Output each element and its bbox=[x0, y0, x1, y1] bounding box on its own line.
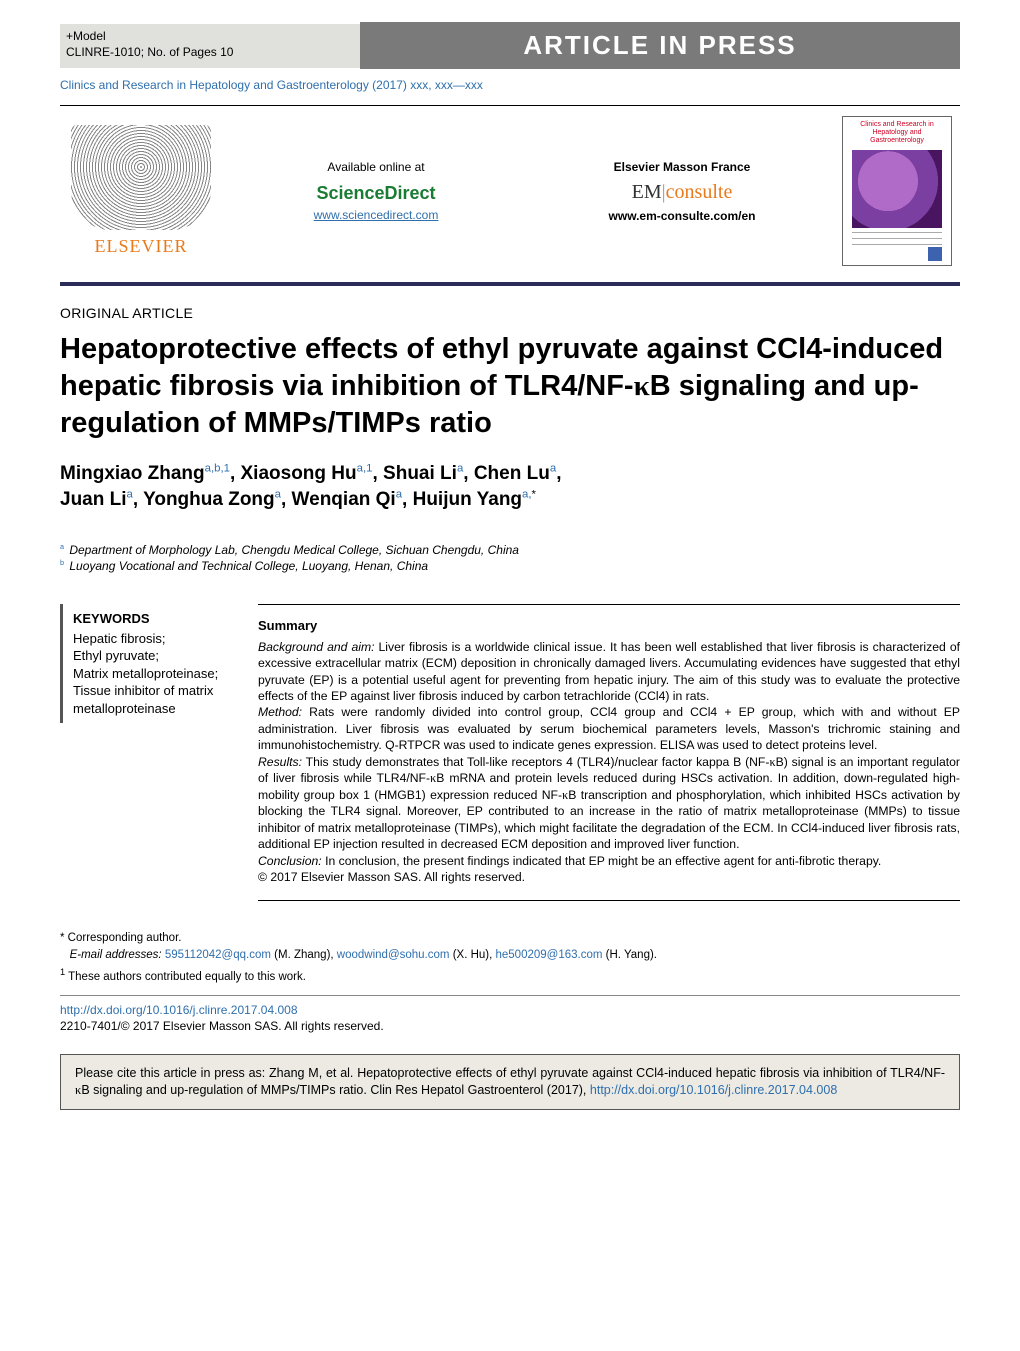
equal-contribution-note: 1 These authors contributed equally to t… bbox=[60, 966, 960, 985]
plus-model-label: +Model bbox=[66, 29, 106, 43]
journal-cover-thumbnail: Clinics and Research in Hepatology and G… bbox=[842, 116, 952, 266]
rights-line: 2210-7401/© 2017 Elsevier Masson SAS. Al… bbox=[60, 1019, 384, 1033]
abstract-copyright: © 2017 Elsevier Masson SAS. All rights r… bbox=[258, 869, 960, 885]
sciencedirect-url[interactable]: www.sciencedirect.com bbox=[314, 208, 439, 222]
article-ref-code: CLINRE-1010; No. of Pages 10 bbox=[66, 45, 233, 59]
email-link-zhang[interactable]: 595112042@qq.com bbox=[165, 949, 271, 961]
cover-journal-title: Clinics and Research in Hepatology and G… bbox=[847, 121, 947, 144]
available-online-label: Available online at bbox=[230, 159, 522, 175]
keywords-list: Hepatic fibrosis; Ethyl pyruvate; Matrix… bbox=[73, 630, 230, 718]
cover-footer-lines bbox=[852, 232, 942, 261]
article-type-label: ORIGINAL ARTICLE bbox=[60, 304, 960, 323]
abstract-results: Results: This study demonstrates that To… bbox=[258, 754, 960, 853]
affiliations: a Department of Morphology Lab, Chengdu … bbox=[60, 542, 960, 574]
doi-link[interactable]: http://dx.doi.org/10.1016/j.clinre.2017.… bbox=[60, 1003, 298, 1017]
abstract-conclusion: Conclusion: In conclusion, the present f… bbox=[258, 853, 960, 869]
sciencedirect-wordmark: ScienceDirect bbox=[230, 181, 522, 205]
publisher-header: ELSEVIER Available online at ScienceDire… bbox=[60, 105, 960, 286]
emconsulte-column: Elsevier Masson France EM|consulte www.e… bbox=[536, 159, 828, 224]
author-list: Mingxiao Zhanga,b,1, Xiaosong Hua,1, Shu… bbox=[60, 461, 960, 514]
abstract-background: Background and aim: Liver fibrosis is a … bbox=[258, 639, 960, 705]
affiliation-b: b Luoyang Vocational and Technical Colle… bbox=[60, 558, 960, 574]
doi-block: http://dx.doi.org/10.1016/j.clinre.2017.… bbox=[60, 995, 960, 1034]
summary-heading: Summary bbox=[258, 617, 960, 635]
email-addresses-line: E-mail addresses: 595112042@qq.com (M. Z… bbox=[60, 948, 960, 964]
elsevier-logo: ELSEVIER bbox=[66, 125, 216, 258]
citation-box: Please cite this article in press as: Zh… bbox=[60, 1054, 960, 1110]
model-id-box: +Model CLINRE-1010; No. of Pages 10 bbox=[60, 24, 360, 68]
article-title: Hepatoprotective effects of ethyl pyruva… bbox=[60, 331, 960, 442]
journal-citation-link[interactable]: Clinics and Research in Hepatology and G… bbox=[60, 78, 483, 92]
elsevier-masson-label: Elsevier Masson France bbox=[536, 159, 828, 175]
keywords-heading: KEYWORDS bbox=[73, 610, 230, 628]
emconsulte-wordmark: EM|consulte bbox=[536, 179, 828, 206]
page: +Model CLINRE-1010; No. of Pages 10 ARTI… bbox=[0, 0, 1020, 1140]
elsevier-wordmark: ELSEVIER bbox=[66, 234, 216, 258]
abstract-row: KEYWORDS Hepatic fibrosis; Ethyl pyruvat… bbox=[60, 604, 960, 901]
sciencedirect-column: Available online at ScienceDirect www.sc… bbox=[230, 159, 522, 224]
email-link-hu[interactable]: woodwind@sohu.com bbox=[337, 949, 450, 961]
emconsulte-url[interactable]: www.em-consulte.com/en bbox=[536, 208, 828, 224]
citation-doi-link[interactable]: http://dx.doi.org/10.1016/j.clinre.2017.… bbox=[590, 1083, 837, 1097]
press-band-wrap: ARTICLE IN PRESS bbox=[360, 24, 960, 69]
article-in-press-banner: ARTICLE IN PRESS bbox=[360, 22, 960, 69]
corresponding-author-note: * Corresponding author. bbox=[60, 931, 960, 947]
cover-corner-icon bbox=[928, 247, 942, 261]
model-header-row: +Model CLINRE-1010; No. of Pages 10 ARTI… bbox=[60, 24, 960, 69]
keywords-box: KEYWORDS Hepatic fibrosis; Ethyl pyruvat… bbox=[60, 604, 230, 723]
email-link-yang[interactable]: he500209@163.com bbox=[496, 949, 603, 961]
affiliation-a: a Department of Morphology Lab, Chengdu … bbox=[60, 542, 960, 558]
abstract-column: Summary Background and aim: Liver fibros… bbox=[258, 604, 960, 901]
em-prefix: EM bbox=[632, 181, 662, 203]
em-suffix: consulte bbox=[666, 181, 733, 203]
elsevier-tree-icon bbox=[71, 125, 211, 230]
journal-citation-line: Clinics and Research in Hepatology and G… bbox=[60, 77, 960, 93]
cover-image-icon bbox=[852, 150, 942, 228]
footnotes: * Corresponding author. E-mail addresses… bbox=[60, 931, 960, 985]
abstract-method: Method: Rats were randomly divided into … bbox=[258, 704, 960, 753]
